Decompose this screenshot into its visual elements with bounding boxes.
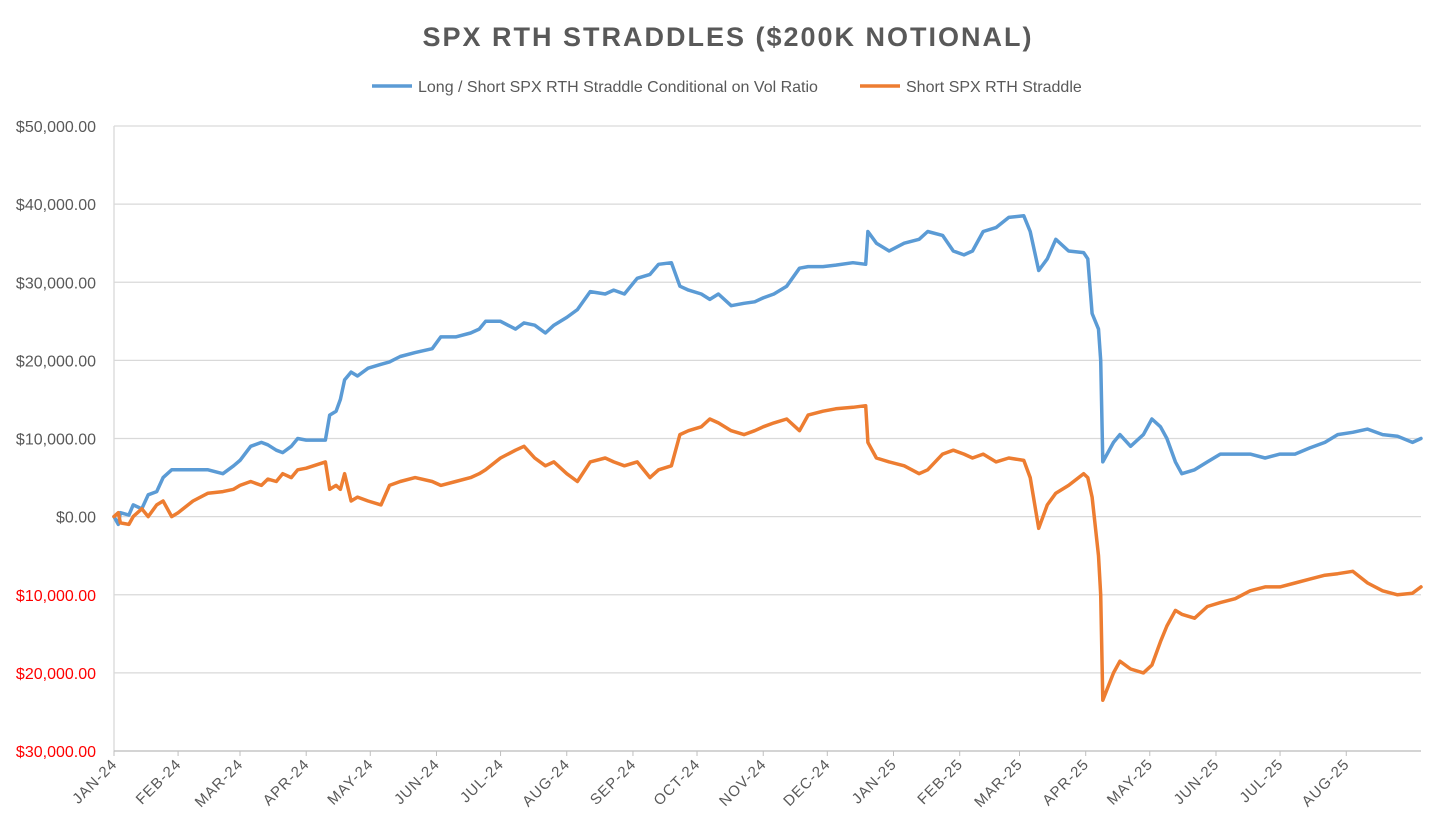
y-tick-label: $10,000.00 (16, 432, 96, 449)
x-tick-label: FEB-25 (914, 756, 966, 808)
legend-item: Short SPX RTH Straddle (860, 79, 1082, 96)
x-tick-label: JUN-25 (1171, 756, 1223, 808)
y-axis: $50,000.00 $40,000.00 $30,000.00 $20,000.00… (16, 119, 115, 761)
legend-label: Long / Short SPX RTH Straddle Conditiona… (418, 79, 818, 96)
x-tick-label: APR-25 (1039, 756, 1092, 809)
x-tick-label: AUG-24 (519, 756, 574, 811)
x-tick-label: FEB-24 (133, 756, 185, 808)
y-tick-label: $0.00 (56, 510, 96, 527)
chart-title: SPX RTH STRADDLES ($200K NOTIONAL) (422, 22, 1033, 52)
legend: Long / Short SPX RTH Straddle Conditiona… (372, 79, 1082, 96)
x-tick-label: JUL-24 (457, 756, 507, 806)
x-tick-label: NOV-24 (716, 756, 770, 810)
x-tick-label: DEC-24 (780, 756, 834, 810)
y-tick-label: $40,000.00 (16, 197, 96, 214)
series-line-1 (112, 214, 1423, 527)
legend-item: Long / Short SPX RTH Straddle Conditiona… (372, 79, 818, 96)
x-tick-label: JUL-25 (1236, 756, 1286, 806)
series-group (112, 214, 1423, 702)
x-tick-label: MAY-25 (1104, 756, 1157, 809)
x-tick-label: MAY-24 (324, 756, 377, 809)
x-tick-label: JAN-25 (849, 756, 901, 808)
y-tick-label: $30,000.00 (16, 744, 96, 761)
x-tick-label: APR-24 (260, 756, 313, 809)
series-line-2 (112, 403, 1423, 702)
y-tick-label: $50,000.00 (16, 119, 96, 136)
y-tick-label: $10,000.00 (16, 588, 96, 605)
y-tick-label: $20,000.00 (16, 353, 96, 370)
x-tick-label: MAR-25 (971, 756, 1026, 811)
legend-label: Short SPX RTH Straddle (906, 79, 1082, 96)
x-axis: JAN-24 FEB-24 MAR-24 APR-24 MAY-24 JUN-24 JUL-… (69, 750, 1421, 811)
x-tick-label: OCT-24 (650, 756, 703, 809)
x-tick-label: MAR-24 (192, 756, 247, 811)
y-tick-label: $20,000.00 (16, 666, 96, 683)
x-tick-label: AUG-25 (1299, 756, 1354, 811)
x-tick-label: SEP-24 (587, 756, 640, 809)
x-tick-label: JUN-24 (391, 756, 443, 808)
y-tick-label: $30,000.00 (16, 275, 96, 292)
x-tick-label: JAN-24 (69, 756, 121, 808)
